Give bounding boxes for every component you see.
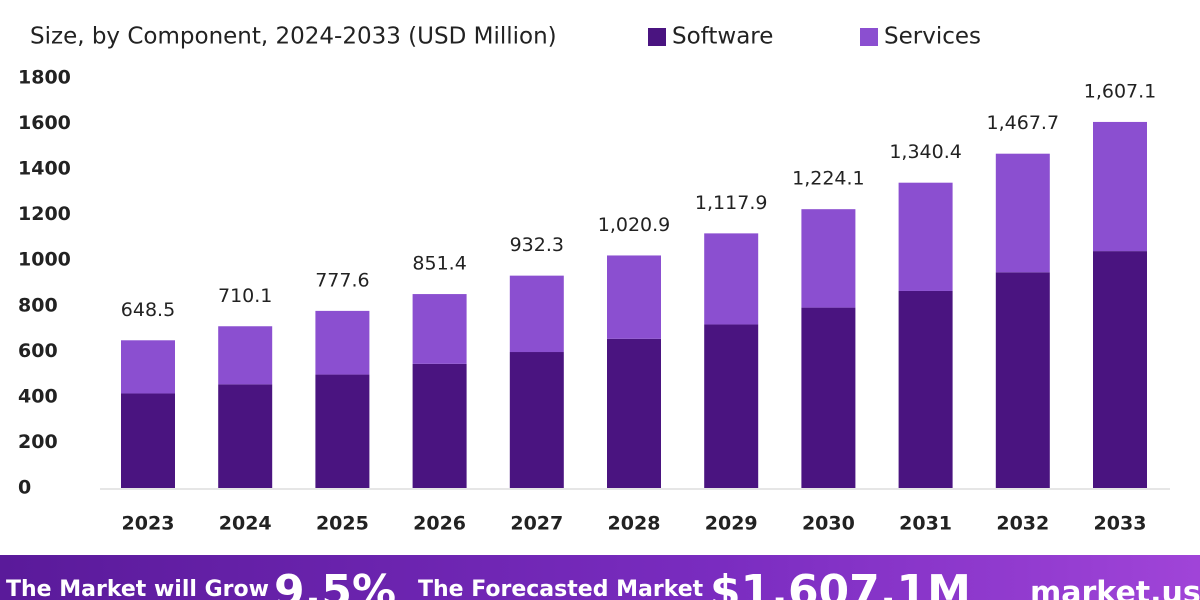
y-tick-label: 600 [18,340,58,362]
banner [0,555,1200,600]
bar-segment [121,340,175,394]
total-label: 1,340.4 [889,141,962,163]
x-tick-label: 2028 [608,513,661,535]
total-label: 777.6 [315,269,369,291]
brand: market.us [1030,576,1200,600]
y-tick-label: 0 [18,477,31,499]
y-tick-label: 1800 [18,67,71,89]
total-label: 710.1 [218,285,272,307]
legend-label: Services [884,24,981,50]
subtitle: Size, by Component, 2024-2033 (USD Milli… [30,24,557,50]
y-tick-label: 800 [18,294,58,316]
y-tick-label: 1600 [18,112,71,134]
growth-text: The Market will Grow [6,577,269,600]
bar-segment [315,310,370,375]
bar-segment [704,324,759,488]
total-label: 1,467.7 [987,112,1060,134]
bar-segment [801,209,856,308]
bar-segment [509,352,564,488]
bar-segment [898,182,953,291]
bar-segment [607,255,661,339]
x-tick-label: 2024 [219,513,272,535]
y-tick-label: 1200 [18,203,71,225]
bar-segment [995,272,1050,488]
bar-segment [1093,121,1147,252]
x-tick-label: 2027 [510,513,563,535]
bar-segment [412,363,467,488]
y-tick-label: 1000 [18,249,71,271]
bar-segment [121,393,175,488]
y-tick-label: 400 [18,385,58,407]
bar-segment [801,307,856,488]
bar-segment [218,384,273,488]
bar-segment [995,153,1050,273]
x-tick-label: 2030 [802,513,855,535]
bar-segment [704,233,759,325]
x-tick-label: 2025 [316,513,369,535]
total-label: 1,224.1 [792,168,865,190]
bar-segment [607,338,661,488]
x-tick-label: 2032 [996,513,1049,535]
bar-segment [412,294,467,364]
growth-rate: 9.5% [274,566,396,600]
bar-segment [1093,251,1147,488]
y-tick-label: 1400 [18,158,71,180]
x-tick-label: 2033 [1094,513,1147,535]
legend-label: Software [672,24,773,50]
forecast-value: $1,607.1M [710,566,971,600]
legend-swatch [860,28,878,46]
bar-segment [315,374,370,488]
total-label: 1,607.1 [1084,80,1157,102]
y-tick-label: 200 [18,431,58,453]
total-label: 1,020.9 [598,214,671,236]
x-tick-label: 2026 [413,513,466,535]
total-label: 851.4 [412,253,466,275]
legend-swatch [648,28,666,46]
x-tick-label: 2029 [705,513,758,535]
total-label: 932.3 [510,234,564,256]
bar-segment [218,326,273,385]
total-label: 648.5 [121,299,175,321]
bar-segment [898,290,953,488]
forecast-text: The Forecasted Market [418,577,704,600]
x-tick-label: 2031 [899,513,952,535]
bar-segment [509,275,564,353]
total-label: 1,117.9 [695,192,768,214]
x-tick-label: 2023 [122,513,175,535]
